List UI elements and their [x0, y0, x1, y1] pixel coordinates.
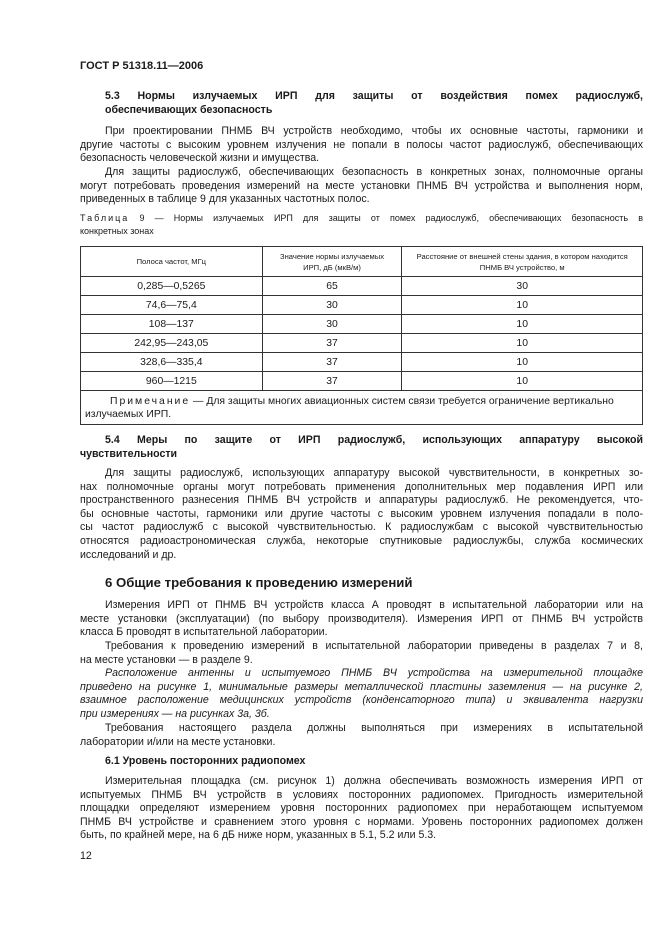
table-header-row: Полоса частот, МГц Значение нормы излуча… [80, 246, 643, 277]
column-header: Расстояние от внешней стены здания, в ко… [401, 246, 643, 277]
text-line: на месте установки — в разделе 9. [80, 653, 253, 666]
paragraph: Требования к проведению измерений в испы… [80, 640, 643, 667]
text-line: конкретных зонах [80, 226, 154, 236]
text-line: могут потребовать проведения измерений н… [80, 179, 643, 192]
text-line: Расположение антенны и испытуемого ПНМБ … [105, 667, 643, 679]
paragraph: При проектировании ПНМБ ВЧ устройств нео… [80, 125, 643, 166]
text-line: быть, по крайней мере, на 6 дБ ниже норм… [80, 829, 437, 842]
frequency-band-cell: 960—1215 [80, 371, 263, 391]
table-note-row: Примечание — Для защиты многих авиационн… [80, 390, 643, 425]
table-note: Примечание — Для защиты многих авиационн… [80, 390, 643, 425]
text-line: Измерительная площадка (см. рисунок 1) д… [105, 775, 643, 787]
text-line: бы основные частоты, гармоники или други… [80, 507, 643, 520]
text-line: безопасность человеческой жизни и имущес… [80, 152, 320, 165]
note-label: Примечание [110, 396, 191, 407]
frequency-band-cell: 0,285—0,5265 [80, 276, 263, 296]
table-9: Полоса частот, МГц Значение нормы излуча… [80, 246, 643, 425]
text-line: приведено на рисунке 1, минимальные разм… [80, 680, 643, 693]
text-line: пространственного разнесения ПНМБ ВЧ уст… [80, 494, 643, 507]
table-row: 960—1215 37 10 [80, 371, 643, 391]
distance-cell: 10 [401, 371, 643, 391]
text-line: приведенных в таблице 9 для указанных ча… [80, 193, 370, 206]
table-row: 0,285—0,5265 65 30 [80, 276, 643, 296]
distance-cell: 10 [401, 333, 643, 353]
text-line: обеспечивающих безопасность [105, 103, 273, 116]
text-line: исследований и др. [80, 548, 177, 561]
text-line: чувствительности [80, 447, 178, 460]
frequency-band-cell: 328,6—335,4 [80, 352, 263, 372]
distance-cell: 10 [401, 314, 643, 334]
text-line: нах полномочные органы могут потребовать… [80, 480, 643, 493]
paragraph: Для защиты радиослужб, использующих аппа… [80, 467, 643, 562]
column-header: Полоса частот, МГц [80, 246, 263, 277]
limit-value-cell: 37 [261, 333, 403, 353]
text-line: другие частоты с высоким уровнем излучен… [80, 138, 643, 151]
text-line: относятся радиоастрономическая служба, н… [80, 534, 643, 547]
table-row: 242,95—243,05 37 10 [80, 333, 643, 353]
limit-value-cell: 30 [261, 314, 403, 334]
frequency-band-cell: 108—137 [80, 314, 263, 334]
text-line: Для защиты радиослужб, обеспечивающих бе… [105, 166, 643, 178]
caption-label: Таблица [80, 213, 130, 223]
text-line: Требования настоящего раздела должны вып… [105, 722, 643, 734]
limit-value-cell: 30 [261, 295, 403, 315]
text-line: взаимное расположение медицинских устрой… [80, 694, 643, 707]
paragraph: Требования настоящего раздела должны вып… [80, 722, 643, 749]
text-line: 5.4 Меры по защите от ИРП радиослужб, ис… [105, 434, 643, 446]
column-header: Значение нормы излучаемых ИРП, дБ (мкВ/м… [261, 246, 403, 277]
limit-value-cell: 37 [261, 352, 403, 372]
distance-cell: 10 [401, 352, 643, 372]
section-6-heading: 6 Общие требования к проведению измерени… [105, 575, 413, 590]
text-line: испытуемых ПНМБ ВЧ устройств в условиях … [80, 788, 643, 801]
paragraph: Расположение антенны и испытуемого ПНМБ … [80, 667, 643, 721]
text-line: ПНМБ ВЧ устройстве и сравнением этого ур… [80, 815, 643, 828]
text-line: класса Б проводят в испытательной лабора… [80, 626, 328, 639]
table-caption: Таблица 9 — Нормы излучаемых ИРП для защ… [80, 212, 643, 238]
text-line: Таблица 9 — Нормы излучаемых ИРП для защ… [80, 213, 643, 223]
section-5-4-heading: 5.4 Меры по защите от ИРП радиослужб, ис… [80, 434, 643, 461]
text-line: при измерениях — на рисунках 3а, 3б. [80, 707, 270, 720]
frequency-band-cell: 74,6—75,4 [80, 295, 263, 315]
paragraph: Измерительная площадка (см. рисунок 1) д… [80, 775, 643, 843]
paragraph: Для защиты радиослужб, обеспечивающих бе… [80, 166, 643, 207]
text-line: сы частот радиослужб с высокой чувствите… [80, 521, 643, 534]
text-line: месте установки (эксплуатации) (по выбор… [80, 612, 643, 625]
limit-value-cell: 37 [261, 371, 403, 391]
text-line: При проектировании ПНМБ ВЧ устройств нео… [105, 125, 643, 137]
text-line: 5.3 Нормы излучаемых ИРП для защиты от в… [105, 90, 643, 102]
section-6-1-heading: 6.1 Уровень посторонних радиопомех [105, 755, 306, 767]
text-line: Для защиты радиослужб, использующих аппа… [105, 467, 643, 479]
text-line: площадки определяют измерением уровня по… [80, 802, 643, 815]
table-row: 328,6—335,4 37 10 [80, 352, 643, 372]
text-line: Измерения ИРП от ПНМБ ВЧ устройств класс… [105, 599, 643, 611]
distance-cell: 10 [401, 295, 643, 315]
table-row: 74,6—75,4 30 10 [80, 295, 643, 315]
section-5-3-heading: 5.3 Нормы излучаемых ИРП для защиты от в… [80, 90, 643, 117]
distance-cell: 30 [401, 276, 643, 296]
page-number: 12 [80, 850, 92, 862]
frequency-band-cell: 242,95—243,05 [80, 333, 263, 353]
limit-value-cell: 65 [261, 276, 403, 296]
text-line: лаборатории и/или на месте установки. [80, 735, 276, 748]
table-row: 108—137 30 10 [80, 314, 643, 334]
paragraph: Измерения ИРП от ПНМБ ВЧ устройств класс… [80, 599, 643, 640]
text-line: Требования к проведению измерений в испы… [105, 640, 643, 652]
document-id: ГОСТ Р 51318.11—2006 [80, 60, 204, 72]
